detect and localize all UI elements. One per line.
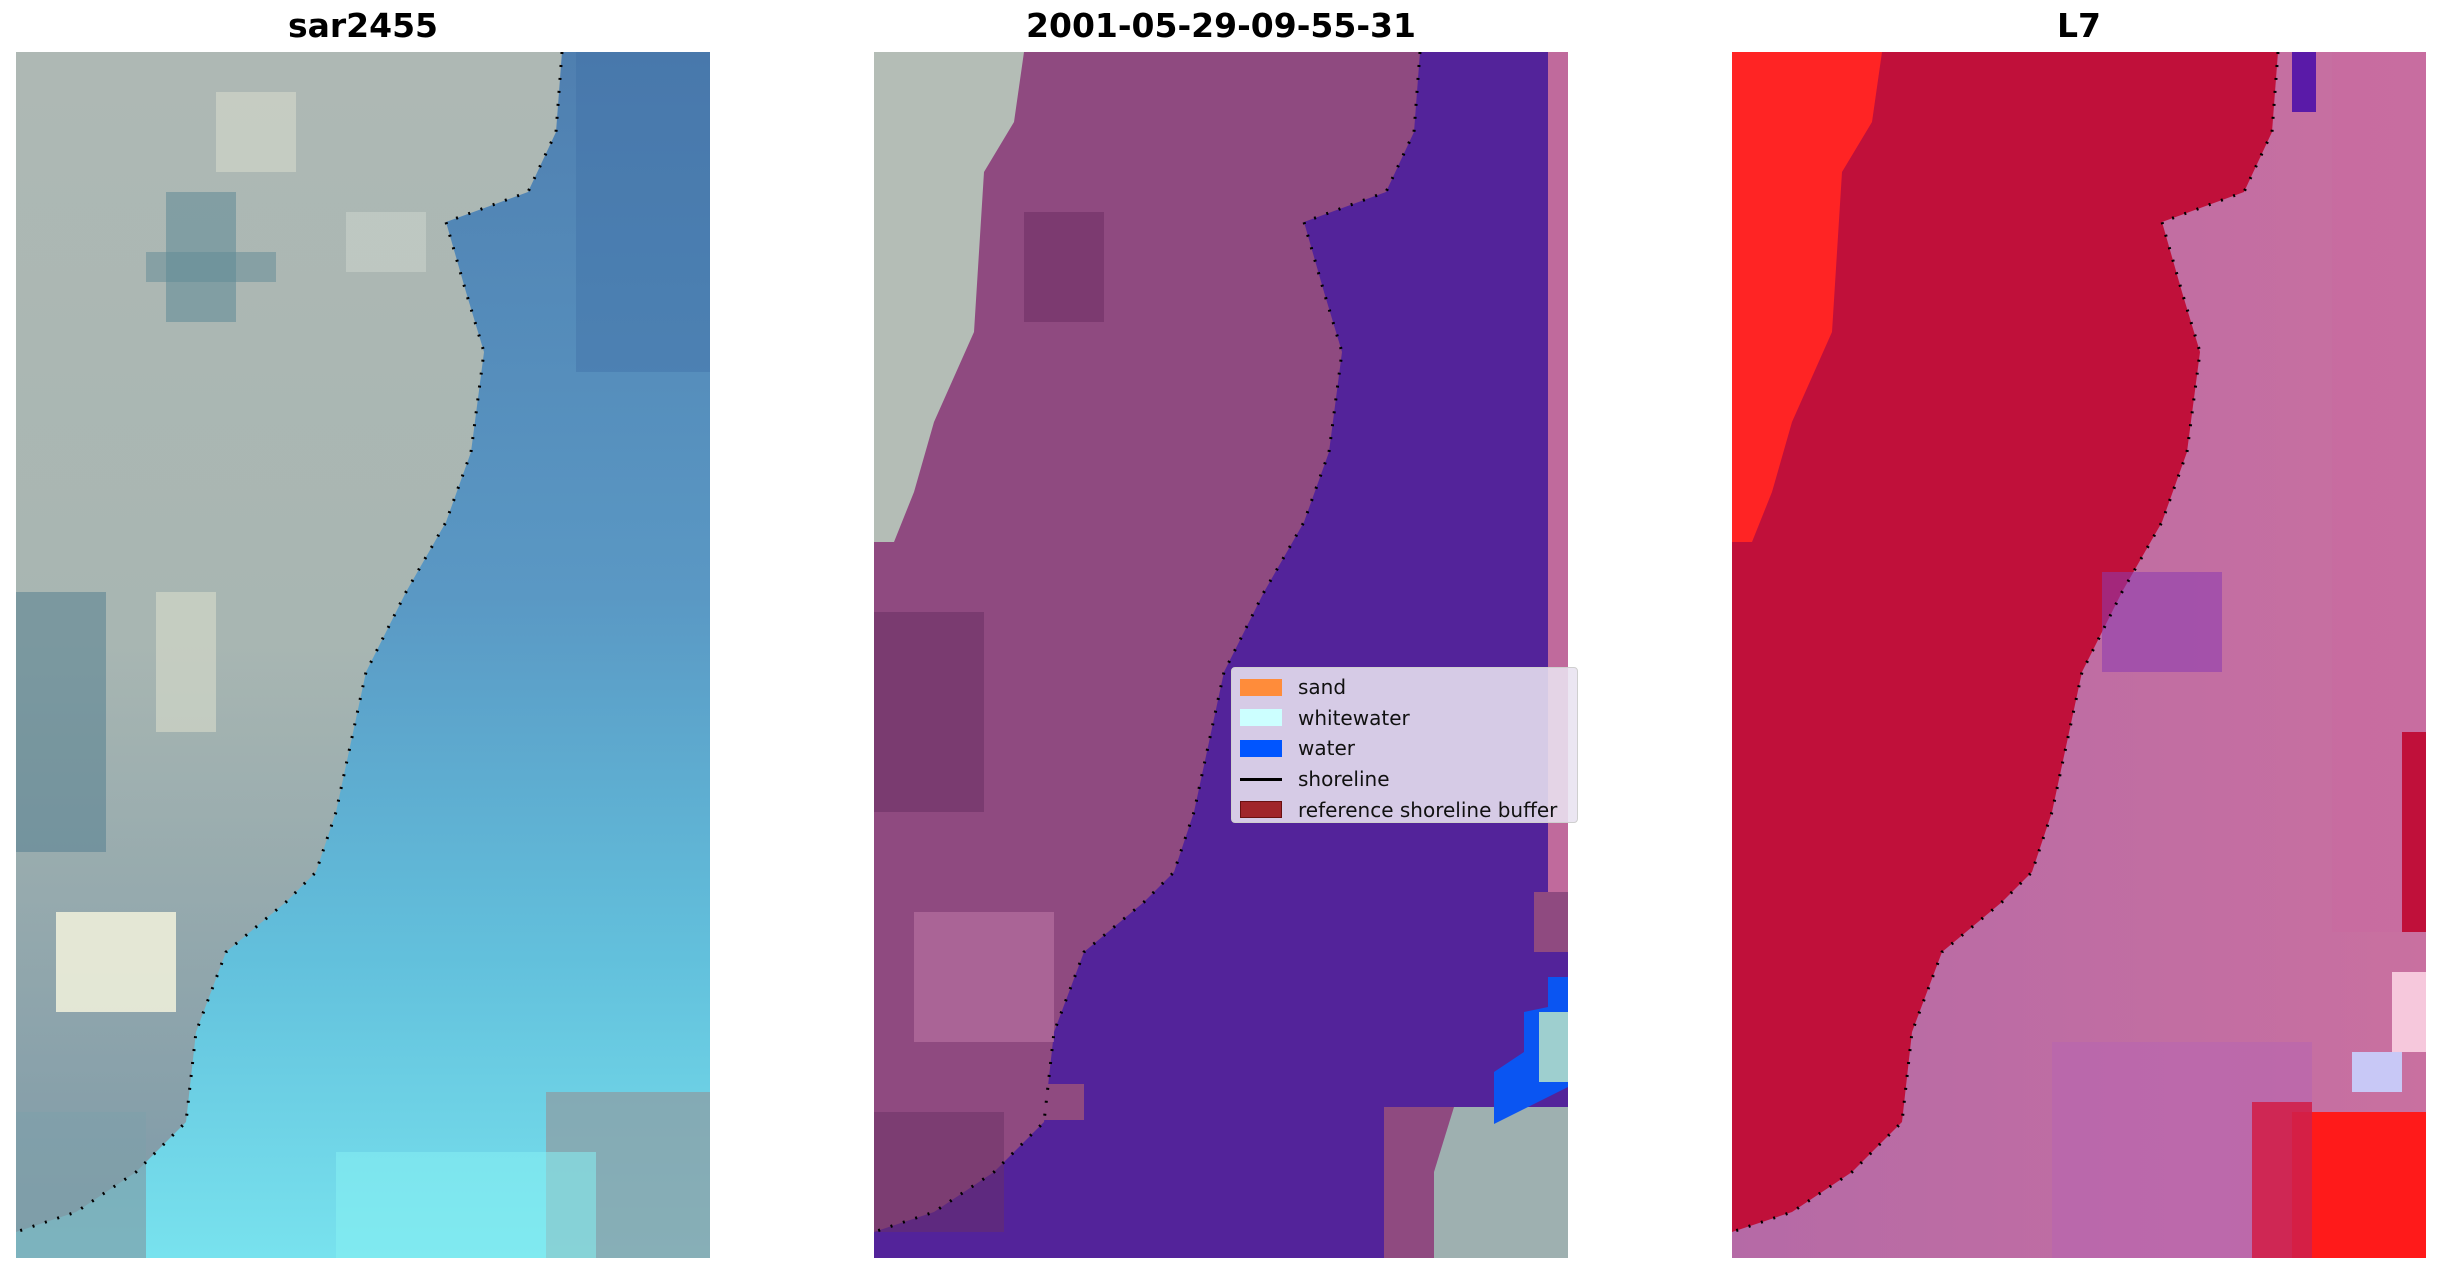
legend-swatch-water	[1240, 739, 1282, 757]
high-index-region	[1732, 52, 1882, 542]
classified-image	[874, 52, 1568, 1258]
index-image-panel	[1732, 52, 2426, 1258]
dark-patch	[16, 592, 106, 852]
legend-swatch-sand	[1240, 678, 1282, 696]
dark-class-patch	[1024, 212, 1104, 322]
legend-item-water: water	[1240, 733, 1569, 764]
panel-title-rgb: sar2455	[287, 6, 439, 45]
bottom-land-patch	[2252, 1102, 2312, 1258]
bright-patch	[56, 912, 176, 1012]
classified-image-panel	[874, 52, 1568, 1258]
whitewater-class	[1539, 1012, 1568, 1082]
legend-label: shoreline	[1298, 767, 1390, 792]
bright-class-patch	[914, 912, 1054, 1042]
index-image	[1732, 52, 2426, 1258]
map-legend: sand whitewater water shoreline referenc…	[1231, 667, 1578, 823]
land-index-region	[1732, 52, 2278, 1232]
dark-patch	[16, 1112, 146, 1258]
legend-swatch-reference-buffer	[1240, 801, 1282, 819]
white-index-patch	[2392, 972, 2426, 1052]
legend-label: sand	[1298, 675, 1347, 700]
deep-water-patch	[576, 52, 710, 372]
edge-class-patch	[1534, 892, 1568, 952]
rgb-image-panel	[16, 52, 710, 1258]
legend-item-shoreline: shoreline	[1240, 764, 1569, 795]
legend-item-reference-buffer: reference shoreline buffer	[1240, 794, 1569, 825]
purple-edge-patch	[2292, 52, 2316, 112]
legend-item-whitewater: whitewater	[1240, 703, 1569, 734]
legend-line-shoreline	[1240, 777, 1282, 781]
legend-label: whitewater	[1298, 705, 1410, 730]
dark-class-patch	[874, 1112, 1004, 1232]
legend-label: water	[1298, 736, 1355, 761]
dark-patch	[146, 252, 276, 282]
legend-label: reference shoreline buffer	[1298, 797, 1558, 822]
dark-class-patch	[874, 612, 984, 812]
shallow-water-patch	[336, 1152, 596, 1258]
bright-patch	[156, 592, 216, 732]
panel-title-classified: 2001-05-29-09-55-31	[1026, 6, 1416, 45]
bottom-high-index	[2292, 1112, 2426, 1258]
bright-patch	[216, 92, 296, 172]
unclassified-rgb-region	[874, 52, 1024, 542]
legend-item-sand: sand	[1240, 672, 1569, 703]
rgb-image	[16, 52, 710, 1258]
purple-patch	[2102, 572, 2222, 672]
bright-patch	[346, 212, 426, 272]
panel-title-index: L7	[2057, 6, 2101, 45]
legend-swatch-whitewater	[1240, 709, 1282, 727]
bottom-right-rgb	[1434, 1107, 1568, 1258]
blue-white-patch	[2352, 1052, 2402, 1092]
small-land-patch	[1044, 1084, 1084, 1120]
edge-land-patch	[2402, 732, 2426, 932]
